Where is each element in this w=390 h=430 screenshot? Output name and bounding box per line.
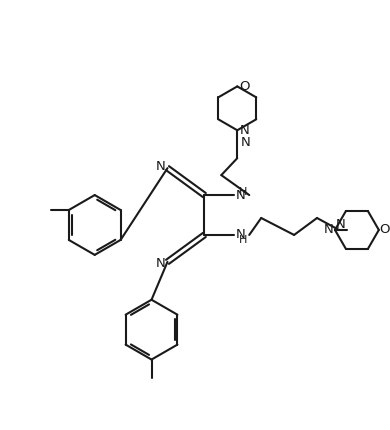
Text: N: N xyxy=(156,257,165,270)
Text: N: N xyxy=(236,228,245,241)
Text: N: N xyxy=(236,189,245,202)
Text: O: O xyxy=(379,224,390,236)
Text: H: H xyxy=(239,235,247,245)
Text: N: N xyxy=(324,224,334,236)
Text: N: N xyxy=(240,136,250,149)
Text: N: N xyxy=(336,218,346,231)
Text: O: O xyxy=(239,80,250,93)
Text: N: N xyxy=(156,160,165,173)
Text: H: H xyxy=(239,187,247,197)
Text: N: N xyxy=(239,124,249,137)
